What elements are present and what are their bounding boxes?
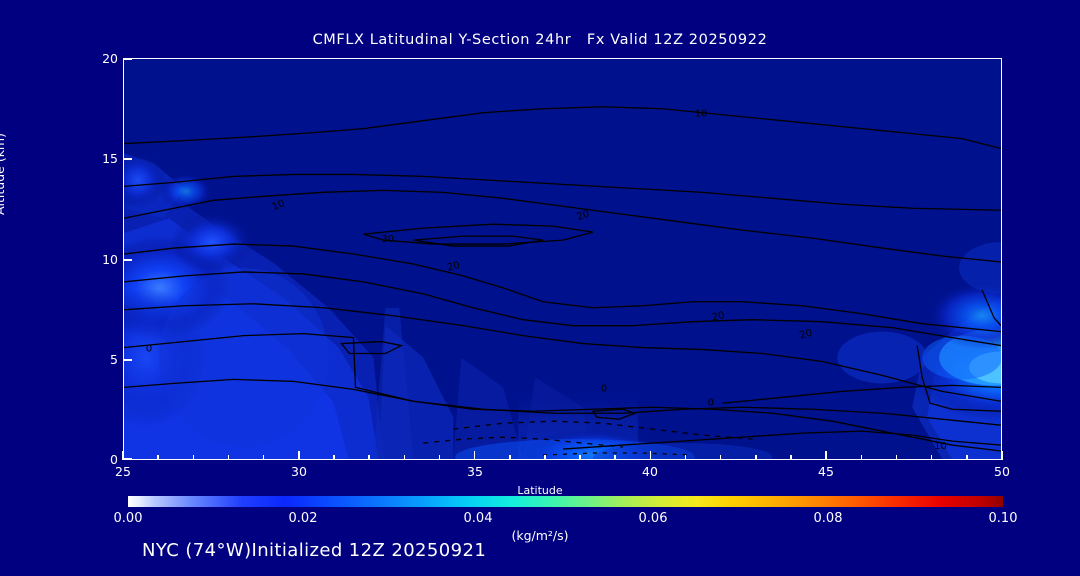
- colorbar-tick-label: 0.02: [288, 511, 318, 526]
- x-tick-minor: [614, 455, 616, 460]
- filled-field-left: [124, 190, 524, 459]
- x-tick-major: [825, 451, 827, 460]
- contour-label: 20: [711, 310, 726, 324]
- x-tick-minor: [227, 455, 230, 460]
- colorbar-units-label: (kg/m²/s): [511, 528, 569, 543]
- contour-label: 10: [271, 198, 287, 213]
- contour-label: 0: [708, 397, 714, 408]
- x-tick-label: 30: [291, 464, 307, 479]
- colorbar-tick-label: 0.10: [988, 511, 1018, 526]
- x-tick-label: 50: [994, 464, 1010, 479]
- y-tick-label: 5: [110, 352, 118, 367]
- y-tick-label: 10: [102, 252, 118, 267]
- x-tick-minor: [966, 455, 968, 460]
- x-tick-minor: [684, 455, 687, 460]
- chart-caption: NYC (74°W)Initialized 12Z 20250921: [142, 540, 487, 561]
- x-tick-major: [1001, 451, 1003, 460]
- y-tick-label: 20: [102, 51, 118, 66]
- contour-labels: 10 30 20 10 20 20 20 0 0 0 10: [146, 109, 947, 452]
- colorbar-tick-label: 0.00: [113, 511, 143, 526]
- filled-field-mid: [373, 307, 773, 459]
- y-tick-label: 15: [102, 151, 118, 166]
- x-tick-minor: [930, 455, 933, 460]
- x-tick-major: [122, 451, 124, 460]
- x-tick-minor: [895, 455, 898, 460]
- contour-label: 20: [575, 209, 590, 223]
- y-tick-label: 0: [110, 452, 118, 467]
- contour-label: 10: [934, 441, 947, 452]
- x-tick-major: [298, 451, 300, 460]
- y-tick: [123, 359, 132, 361]
- contour-label: 20: [446, 260, 461, 274]
- colorbar-tick-label: 0.06: [638, 511, 668, 526]
- x-tick-minor: [157, 455, 159, 460]
- x-tick-minor: [438, 455, 441, 460]
- contour-label: 0: [146, 344, 152, 355]
- x-tick-label: 45: [818, 464, 834, 479]
- x-tick-minor: [790, 455, 792, 460]
- x-tick-minor: [719, 455, 722, 460]
- x-tick-label: 35: [467, 464, 483, 479]
- y-tick: [123, 158, 132, 160]
- x-tick-label: 40: [642, 464, 658, 479]
- x-tick-minor: [755, 455, 757, 460]
- plot-svg: 10 30 20 10 20 20 20 0 0 0 10: [124, 106, 1001, 459]
- chart-title: CMFLX Latitudinal Y-Section 24hr Fx Vali…: [312, 32, 768, 48]
- x-tick-minor: [860, 455, 863, 460]
- colorbar: [128, 496, 1003, 507]
- x-tick-minor: [544, 455, 546, 460]
- y-tick: [123, 259, 132, 261]
- contour-label: 20: [798, 328, 813, 342]
- colorbar-tick-label: 0.08: [813, 511, 843, 526]
- contour-label: 10: [695, 109, 708, 120]
- y-tick: [123, 458, 132, 460]
- x-tick-minor: [403, 455, 406, 460]
- contour-label: 0: [601, 383, 607, 394]
- x-tick-minor: [333, 455, 335, 460]
- x-tick-minor: [262, 455, 265, 460]
- x-tick-minor: [579, 455, 581, 460]
- y-axis-label: Altitude (km): [0, 133, 7, 215]
- x-tick-label: 25: [115, 464, 131, 479]
- x-tick-minor: [192, 455, 195, 460]
- contour-label: 30: [381, 234, 394, 245]
- contour-lines: [124, 106, 1001, 456]
- colorbar-tick-label: 0.04: [463, 511, 493, 526]
- x-tick-major: [649, 451, 652, 460]
- filled-field-upper-left: [124, 152, 212, 219]
- y-tick: [123, 58, 132, 60]
- x-axis-label: Latitude: [517, 484, 563, 497]
- x-tick-minor: [509, 455, 511, 460]
- x-tick-major: [473, 451, 476, 460]
- x-tick-minor: [368, 455, 370, 460]
- plot-area: 10 30 20 10 20 20 20 0 0 0 10: [123, 58, 1002, 460]
